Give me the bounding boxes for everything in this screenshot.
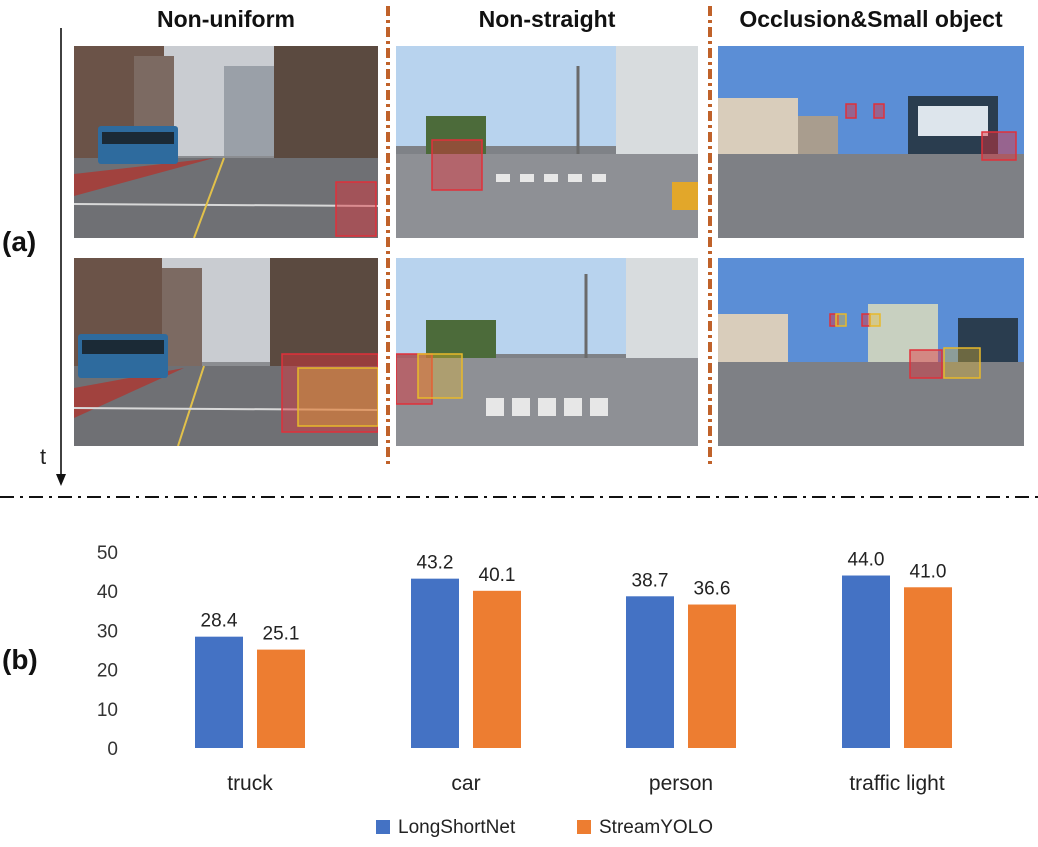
panel-a-label: (a) bbox=[2, 226, 37, 257]
bar-streamyolo-person bbox=[688, 604, 736, 748]
x-category-label: car bbox=[451, 772, 480, 795]
photo-non-uniform-frame-1 bbox=[74, 46, 378, 238]
bar-value-label: 28.4 bbox=[201, 611, 238, 632]
column-title-non-straight: Non-straight bbox=[478, 6, 616, 32]
photo-non-straight-frame-2 bbox=[396, 258, 698, 446]
bar-chart: 0 10 20 30 40 50 28.4 25.1 truck 43.2 40.1 car 38.7 3… bbox=[97, 543, 952, 838]
bar-value-label: 25.1 bbox=[263, 624, 300, 645]
y-tick-label: 40 bbox=[97, 582, 118, 603]
bar-value-label: 36.6 bbox=[694, 579, 731, 600]
photo-non-uniform-frame-2 bbox=[74, 258, 378, 446]
column-divider-2 bbox=[708, 6, 712, 468]
column-title-occlusion-small-object: Occlusion&Small object bbox=[739, 6, 1003, 32]
bar-streamyolo-truck bbox=[257, 649, 305, 748]
y-tick-label: 10 bbox=[97, 700, 118, 721]
photo-occlusion-frame-2 bbox=[718, 258, 1024, 446]
bar-longshortnet-truck bbox=[195, 636, 243, 748]
column-divider-1 bbox=[386, 6, 390, 468]
x-category-label: truck bbox=[227, 772, 273, 795]
y-tick-label: 30 bbox=[97, 621, 118, 642]
legend-label-longshortnet: LongShortNet bbox=[398, 817, 516, 838]
x-category-label: person bbox=[649, 772, 713, 795]
x-category-label: traffic light bbox=[849, 772, 944, 795]
bar-value-label: 40.1 bbox=[479, 565, 516, 586]
time-axis-arrow bbox=[56, 28, 66, 486]
panel-b-label: (b) bbox=[2, 644, 38, 675]
column-title-non-uniform: Non-uniform bbox=[157, 6, 295, 32]
photo-non-straight-frame-1 bbox=[396, 46, 698, 238]
legend-swatch-longshortnet bbox=[376, 820, 390, 834]
bar-longshortnet-person bbox=[626, 596, 674, 748]
legend-label-streamyolo: StreamYOLO bbox=[599, 817, 713, 838]
y-tick-label: 50 bbox=[97, 543, 118, 564]
photo-occlusion-frame-1 bbox=[718, 46, 1024, 238]
time-axis-label: t bbox=[40, 444, 47, 469]
y-tick-label: 20 bbox=[97, 661, 118, 682]
legend-swatch-streamyolo bbox=[577, 820, 591, 834]
bar-value-label: 43.2 bbox=[417, 553, 454, 574]
bar-longshortnet-traffic-light bbox=[842, 575, 890, 748]
bar-value-label: 38.7 bbox=[632, 570, 669, 591]
bar-longshortnet-car bbox=[411, 578, 459, 748]
bar-streamyolo-traffic-light bbox=[904, 587, 952, 748]
bar-streamyolo-car bbox=[473, 590, 521, 748]
bar-value-label: 41.0 bbox=[910, 561, 947, 582]
bar-value-label: 44.0 bbox=[848, 550, 885, 571]
y-tick-label: 0 bbox=[107, 739, 118, 760]
